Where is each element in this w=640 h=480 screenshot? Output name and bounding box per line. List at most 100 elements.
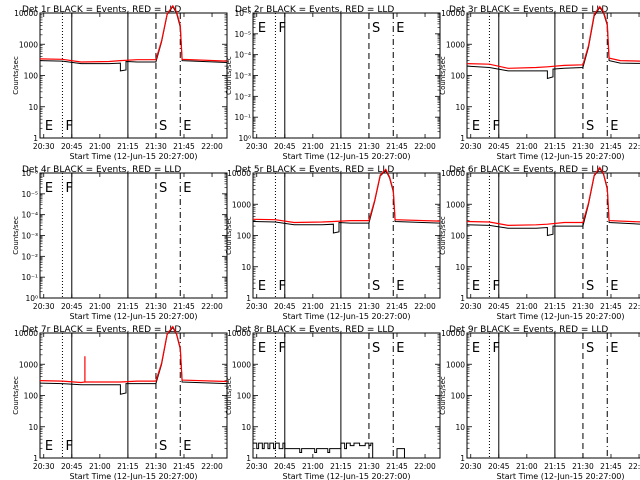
marker-label: E	[610, 279, 618, 294]
marker-label: E	[610, 341, 618, 356]
x-tick-label: 21:45	[600, 142, 622, 151]
x-tick-label: 21:45	[600, 462, 622, 471]
marker-label: F	[492, 279, 499, 294]
x-tick-label: 21:45	[173, 462, 195, 471]
x-tick-label: 21:00	[302, 462, 324, 471]
x-tick-label: 21:15	[544, 142, 566, 151]
x-axis-label: Start Time (12-Jun-15 20:27:00)	[283, 472, 411, 480]
x-tick-label: 20:45	[488, 302, 510, 311]
marker-label: F	[65, 181, 72, 196]
marker-label: E	[396, 341, 404, 356]
marker-label: E	[258, 341, 266, 356]
x-tick-label: 21:15	[544, 462, 566, 471]
y-tick-label: 1	[33, 454, 38, 463]
events-series-line	[252, 169, 441, 234]
x-tick-label: 21:15	[330, 142, 352, 151]
y-tick-label: 10000	[441, 329, 465, 338]
panel-title: Det 6r BLACK = Events, RED = LLD	[449, 165, 608, 175]
y-tick-label: 10⁰	[238, 134, 251, 143]
y-tick-label: 10⁻⁵	[21, 190, 38, 199]
x-tick-label: 20:30	[33, 462, 55, 471]
y-axis-label: Counts/sec	[439, 56, 447, 95]
panel-title: Det 9r BLACK = Events, RED = LLD	[449, 325, 608, 335]
marker-label: S	[159, 181, 167, 196]
marker-label: F	[492, 341, 499, 356]
y-tick-label: 1000	[446, 200, 465, 209]
marker-label: E	[258, 21, 266, 36]
y-tick-label: 100	[24, 72, 39, 81]
marker-label: E	[258, 279, 266, 294]
events-series-line	[39, 326, 228, 395]
y-tick-label: 100	[451, 392, 466, 401]
y-tick-label: 10000	[227, 329, 251, 338]
x-tick-label: 20:30	[246, 302, 268, 311]
marker-label: E	[45, 439, 53, 454]
x-tick-label: 20:30	[33, 302, 55, 311]
y-tick-label: 10⁻⁶	[234, 9, 251, 18]
x-axis-label: Start Time (12-Jun-15 20:27:00)	[497, 312, 625, 321]
y-tick-label: 1	[246, 454, 251, 463]
x-tick-label: 21:15	[117, 302, 139, 311]
x-tick-label: 21:00	[89, 142, 111, 151]
marker-label: S	[159, 439, 167, 454]
y-tick-label: 100	[237, 392, 252, 401]
panel-6: Det 6r BLACK = Events, RED = LLD Counts/s…	[439, 165, 640, 321]
y-tick-label: 1	[246, 294, 251, 303]
x-tick-label: 21:30	[572, 142, 594, 151]
y-tick-label: 10⁻²	[21, 252, 38, 261]
x-tick-label: 21:00	[89, 462, 111, 471]
x-tick-label: 22:00	[414, 142, 436, 151]
x-tick-label: 20:45	[488, 462, 510, 471]
x-axis-label: Start Time (12-Jun-15 20:27:00)	[70, 152, 198, 161]
y-tick-label: 10	[241, 263, 251, 272]
x-tick-label: 21:00	[302, 142, 324, 151]
lld-series-line	[466, 166, 640, 227]
y-tick-label: 1	[33, 134, 38, 143]
x-tick-label: 21:30	[145, 142, 167, 151]
y-tick-label: 10	[241, 423, 251, 432]
marker-label: E	[472, 119, 480, 134]
panel-title: Det 8r BLACK = Events, RED = LLD	[235, 325, 394, 335]
lld-series-line	[39, 325, 228, 384]
panel-title: Det 3r BLACK = Events, RED = LLD	[449, 5, 608, 15]
marker-label: S	[372, 21, 380, 36]
marker-label: S	[586, 119, 594, 134]
y-tick-label: 1	[460, 294, 465, 303]
y-tick-label: 1000	[446, 360, 465, 369]
events-series-line	[466, 167, 640, 237]
panel-9: Det 9r BLACK = Events, RED = LLD Counts/s…	[439, 325, 640, 480]
y-tick-label: 10⁻¹	[234, 113, 251, 122]
x-tick-label: 21:00	[516, 302, 538, 311]
events-series-line	[466, 6, 640, 80]
y-tick-label: 10	[28, 423, 38, 432]
y-tick-label: 10⁻³	[21, 232, 38, 241]
x-tick-label: 21:00	[89, 302, 111, 311]
y-tick-label: 1000	[232, 360, 251, 369]
panel-title: Det 4r BLACK = Events, RED = LLD	[22, 165, 181, 175]
x-tick-label: 20:30	[246, 142, 268, 151]
y-axis-label: Counts/sec	[439, 376, 447, 415]
x-axis-label: Start Time (12-Jun-15 20:27:00)	[283, 152, 411, 161]
y-axis-label: Counts/sec	[439, 216, 447, 255]
y-tick-label: 10	[455, 423, 465, 432]
y-tick-label: 1	[460, 454, 465, 463]
x-tick-label: 22:00	[628, 462, 640, 471]
x-tick-label: 21:30	[572, 302, 594, 311]
x-tick-label: 22:00	[414, 462, 436, 471]
y-tick-label: 10	[28, 103, 38, 112]
events-series-line	[253, 442, 405, 459]
marker-label: F	[278, 341, 285, 356]
x-tick-label: 21:15	[117, 142, 139, 151]
y-tick-label: 10000	[14, 329, 38, 338]
y-tick-label: 10⁰	[25, 294, 38, 303]
y-tick-label: 10⁻¹	[21, 273, 38, 282]
lld-series-line	[39, 4, 228, 63]
x-tick-label: 21:30	[358, 142, 380, 151]
panel-2: Det 2r BLACK = Events, RED = LLD Counts/s…	[225, 5, 441, 161]
x-tick-label: 20:30	[460, 302, 482, 311]
marker-label: E	[472, 279, 480, 294]
y-axis-label: Counts/sec	[12, 216, 20, 255]
y-tick-label: 1000	[19, 40, 38, 49]
x-axis-label: Start Time (12-Jun-15 20:27:00)	[497, 152, 625, 161]
